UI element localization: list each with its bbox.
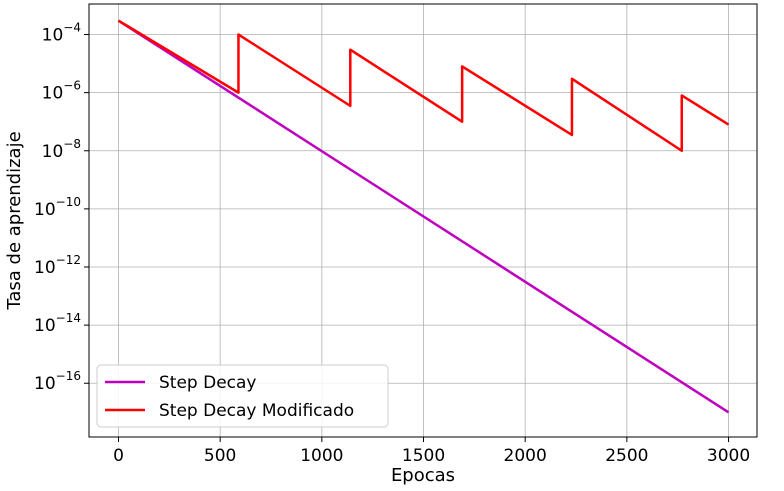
plot-frame [88,3,758,438]
y-axis-label: Tasa de aprendizaje [4,131,25,310]
y-tick-label: 10−10 [34,195,81,220]
legend-label: Step Decay [159,373,256,393]
x-axis-label: Epocas [391,465,455,486]
y-tick-label: 10−16 [34,369,81,394]
grid-lines [89,4,757,437]
legend-label: Step Decay Modificado [159,401,354,421]
series-line-2 [117,19,730,153]
x-tick-label: 500 [204,446,236,466]
y-tick-label: 10−6 [42,79,81,104]
x-tick-label: 2000 [504,446,547,466]
x-axis-ticks: 0 500 1000 1500 2000 2500 3000 [113,437,750,466]
x-tick-label: 0 [113,446,124,466]
legend-box [96,364,389,428]
x-tick-label: 2500 [605,446,648,466]
x-tick-label: 1000 [300,446,343,466]
y-tick-label: 10−12 [34,253,81,278]
series-line-1 [117,19,730,414]
y-tick-label: 10−8 [42,137,81,162]
y-axis-ticks: 10−4 10−6 10−8 10−10 10−12 10−14 10−16 [34,21,89,394]
x-tick-label: 1500 [402,446,445,466]
y-tick-label: 10−14 [34,311,81,336]
x-tick-label: 3000 [707,446,750,466]
legend: Step Decay Step Decay Modificado [96,364,389,428]
y-tick-label: 10−4 [42,21,81,46]
series-layer [117,19,730,414]
